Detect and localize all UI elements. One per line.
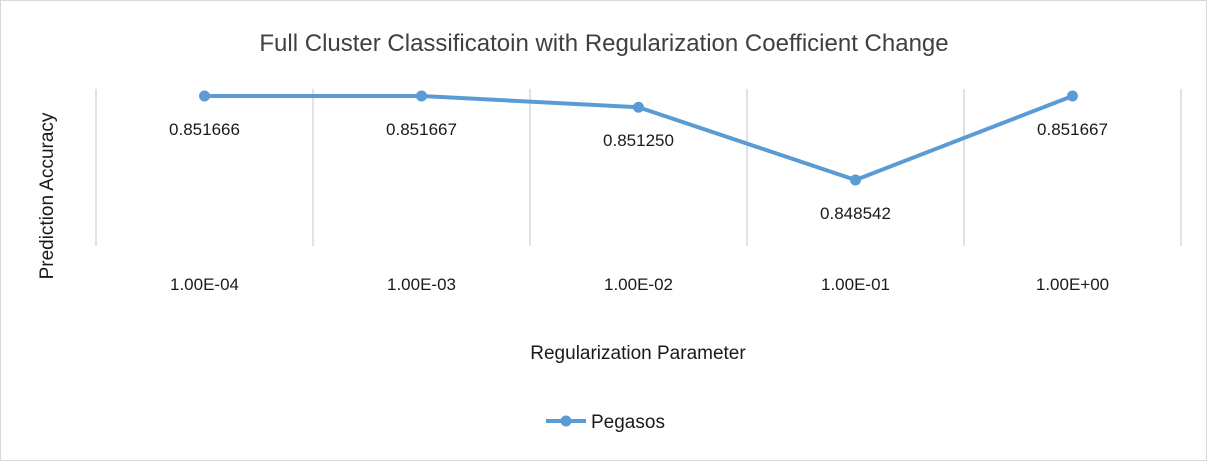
data-point: [633, 101, 644, 113]
legend-marker-dot: [560, 415, 572, 427]
data-label: 0.848542: [820, 204, 891, 223]
data-label: 0.851666: [169, 120, 240, 139]
chart-title: Full Cluster Classificatoin with Regular…: [259, 30, 948, 57]
legend: Pegasos: [546, 412, 665, 433]
data-label: 0.851667: [386, 120, 457, 139]
y-axis-title: Prediction Accuracy: [37, 112, 58, 279]
data-point: [850, 174, 861, 186]
x-tick-label: 1.00E-04: [170, 275, 239, 294]
data-label: 0.851667: [1037, 120, 1108, 139]
series-group: 0.851666 0.851667 0.851250 0.848542 0.851667: [169, 90, 1108, 223]
x-axis-title: Regularization Parameter: [530, 343, 746, 364]
data-label: 0.851250: [603, 131, 674, 150]
x-tick-labels: 1.00E-04 1.00E-03 1.00E-02 1.00E-01 1.00E+00: [170, 275, 1109, 294]
gridlines: [95, 89, 1182, 246]
data-point: [416, 90, 427, 102]
x-tick-label: 1.00E-03: [387, 275, 456, 294]
data-point: [199, 90, 210, 102]
x-tick-label: 1.00E+00: [1036, 275, 1109, 294]
data-point: [1067, 90, 1078, 102]
x-tick-label: 1.00E-01: [821, 275, 890, 294]
x-tick-label: 1.00E-02: [604, 275, 673, 294]
legend-label: Pegasos: [591, 412, 665, 433]
